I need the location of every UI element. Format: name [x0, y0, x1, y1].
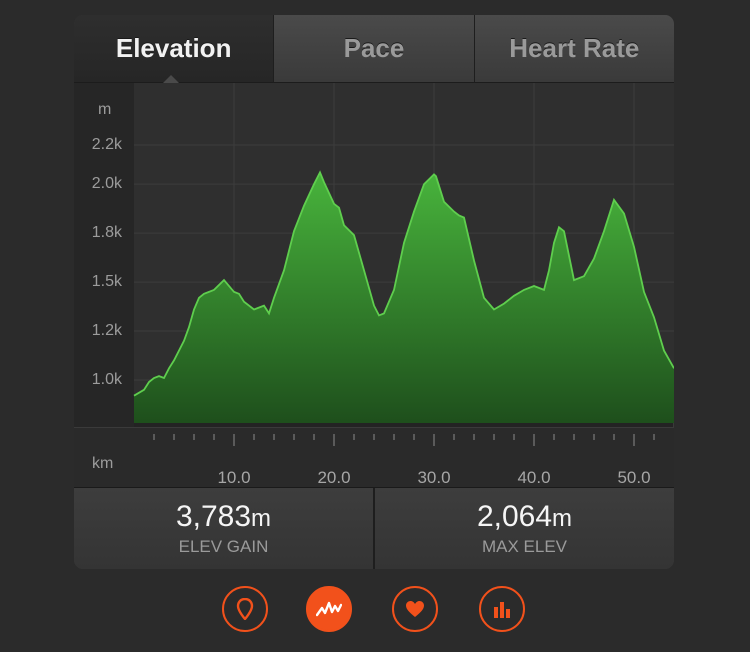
x-tick-label: 10.0	[217, 468, 251, 487]
max-elev-value: 2,064	[476, 500, 553, 533]
location-pin-icon	[236, 598, 254, 620]
y-tick-label: 2.2k	[91, 136, 122, 153]
y-tick-label: 2.0k	[91, 175, 122, 193]
bar-chart-icon	[494, 602, 510, 618]
tab-heart-rate[interactable]: Heart Rate	[474, 15, 674, 83]
max-elev-stat: 2,064m MAX ELEV	[375, 488, 674, 569]
y-axis-panel	[74, 83, 134, 429]
heart-icon	[406, 601, 424, 617]
max-elev-value-line: 2,064m	[477, 501, 572, 535]
elev-gain-value: 3,783	[175, 500, 252, 533]
elev-gain-stat: 3,783m ELEV GAIN	[74, 488, 375, 569]
heart-rate-button[interactable]	[392, 586, 438, 632]
x-tick-label: 40.0	[517, 468, 551, 487]
y-tick-label: 1.5k	[91, 273, 122, 291]
x-tick-label: 30.0	[417, 468, 451, 487]
x-tick-label: 50.0	[617, 468, 651, 487]
elevation-line	[133, 170, 674, 397]
elev-gain-unit: m	[251, 505, 272, 532]
tab-pace[interactable]: Pace	[274, 15, 475, 83]
x-axis: km 10.0 20.0 30.0 40.0 50.0	[74, 427, 674, 488]
elevation-chart: m 1.0k 1.2k 1.5k 1.8k 2.0k 2.2k	[74, 83, 674, 429]
map-button[interactable]	[222, 586, 268, 632]
y-tick-label: 1.8k	[91, 224, 122, 242]
elevation-plot	[133, 83, 674, 423]
tab-elevation[interactable]: Elevation	[74, 15, 275, 83]
x-axis-ticks	[153, 434, 655, 446]
y-tick-label: 1.2k	[91, 322, 122, 340]
activity-graph-icon	[316, 601, 342, 617]
x-axis-unit: km	[92, 455, 114, 472]
y-tick-label: 1.0k	[91, 371, 122, 388]
x-tick-label: 20.0	[317, 468, 351, 487]
elevation-area	[134, 172, 674, 423]
elev-gain-label: ELEV GAIN	[178, 537, 269, 556]
splits-button[interactable]	[479, 586, 525, 632]
elevation-card: Elevation Pace Heart Rate m 1.0k 1.2k 1.…	[74, 15, 674, 569]
y-axis-unit: m	[98, 101, 112, 118]
bottom-icon-bar	[0, 586, 750, 636]
active-tab-pointer	[162, 75, 180, 84]
max-elev-unit: m	[552, 505, 573, 532]
max-elev-label: MAX ELEV	[481, 537, 568, 556]
elev-gain-value-line: 3,783m	[176, 501, 271, 535]
metric-tabs: Elevation Pace Heart Rate	[74, 15, 674, 83]
elevation-graph-button[interactable]	[306, 586, 352, 632]
stats-bar: 3,783m ELEV GAIN 2,064m MAX ELEV	[74, 487, 674, 569]
